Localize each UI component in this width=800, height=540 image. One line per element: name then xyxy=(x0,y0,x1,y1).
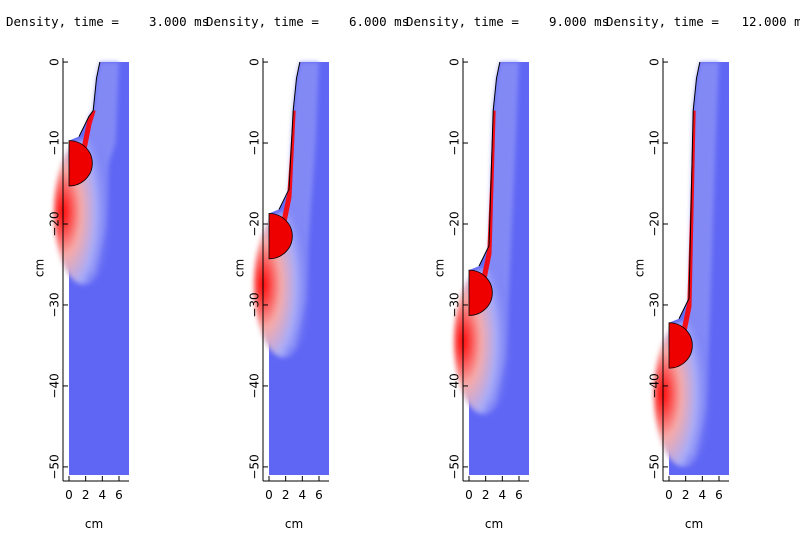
x-tick-label: 6 xyxy=(115,488,123,502)
x-tick-label: 6 xyxy=(315,488,323,502)
y-tick-label: −30 xyxy=(48,292,62,317)
x-tick-label: 6 xyxy=(715,488,723,502)
y-tick-label: −10 xyxy=(648,130,662,155)
y-tick-label: −40 xyxy=(448,373,462,398)
y-tick-label: −50 xyxy=(648,454,662,479)
y-tick-label: −40 xyxy=(648,373,662,398)
y-tick-label: −50 xyxy=(48,454,62,479)
x-tick-label: 0 xyxy=(665,488,673,502)
wall-density-band xyxy=(476,110,496,310)
y-tick-label: −10 xyxy=(248,130,262,155)
wall-density-band xyxy=(676,110,696,362)
x-tick-label: 2 xyxy=(682,488,690,502)
y-tick-label: −40 xyxy=(248,373,262,398)
y-tick-label: 0 xyxy=(648,58,662,66)
sphere xyxy=(268,213,293,260)
y-tick-label: −50 xyxy=(248,454,262,479)
y-tick-label: −30 xyxy=(448,292,462,317)
y-tick-label: −50 xyxy=(448,454,462,479)
x-axis-label: cm xyxy=(285,517,303,531)
x-tick-label: 6 xyxy=(515,488,523,502)
y-tick-label: −10 xyxy=(48,130,62,155)
y-tick-label: −20 xyxy=(448,211,462,236)
x-tick-label: 2 xyxy=(282,488,290,502)
y-axis-label: cm xyxy=(633,259,647,277)
y-tick-label: −20 xyxy=(48,211,62,236)
y-tick-label: 0 xyxy=(448,58,462,66)
cavity-boundary xyxy=(478,61,501,267)
x-tick-label: 2 xyxy=(82,488,90,502)
y-axis-label: cm xyxy=(233,259,247,277)
y-axis-label: cm xyxy=(433,259,447,277)
panel-title: Density, time = 12.000 ms xyxy=(606,14,800,29)
y-tick-label: 0 xyxy=(248,58,262,66)
panel-title: Density, time = 9.000 ms xyxy=(406,14,610,29)
sphere xyxy=(668,322,693,369)
y-tick-label: −30 xyxy=(648,292,662,317)
sphere xyxy=(68,140,93,187)
sphere xyxy=(468,269,493,316)
cavity-boundary xyxy=(678,61,701,319)
cavity-boundary xyxy=(78,61,101,137)
x-tick-label: 0 xyxy=(265,488,273,502)
cavity-boundary xyxy=(278,61,301,210)
x-tick-label: 0 xyxy=(65,488,73,502)
x-axis-label: cm xyxy=(85,517,103,531)
y-tick-label: −20 xyxy=(648,211,662,236)
x-axis-label: cm xyxy=(485,517,503,531)
x-tick-label: 0 xyxy=(465,488,473,502)
x-tick-label: 4 xyxy=(99,488,107,502)
y-tick-label: −10 xyxy=(448,130,462,155)
y-tick-label: 0 xyxy=(48,58,62,66)
y-axis-label: cm xyxy=(33,259,47,277)
x-tick-label: 4 xyxy=(699,488,707,502)
x-tick-label: 4 xyxy=(499,488,507,502)
panel-title: Density, time = 3.000 ms xyxy=(6,14,210,29)
x-axis-label: cm xyxy=(685,517,703,531)
x-tick-label: 2 xyxy=(482,488,490,502)
x-tick-label: 4 xyxy=(299,488,307,502)
y-tick-label: −40 xyxy=(48,373,62,398)
y-tick-label: −30 xyxy=(248,292,262,317)
y-tick-label: −20 xyxy=(248,211,262,236)
panel-title: Density, time = 6.000 ms xyxy=(206,14,410,29)
